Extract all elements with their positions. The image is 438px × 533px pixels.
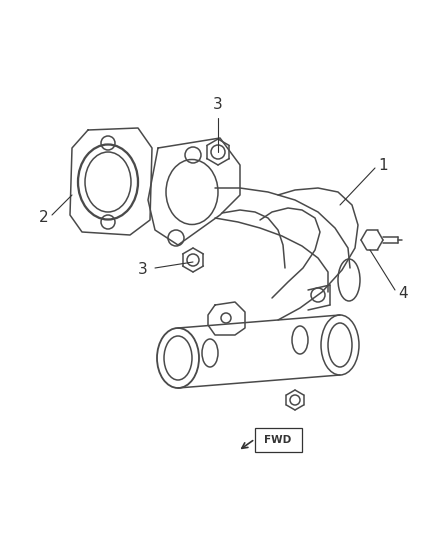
Text: FWD: FWD — [265, 435, 292, 445]
Text: 3: 3 — [138, 262, 148, 278]
Text: 2: 2 — [39, 211, 48, 225]
Text: 1: 1 — [378, 157, 388, 173]
FancyBboxPatch shape — [255, 428, 302, 452]
Text: 3: 3 — [213, 97, 223, 112]
Text: 4: 4 — [398, 286, 408, 301]
